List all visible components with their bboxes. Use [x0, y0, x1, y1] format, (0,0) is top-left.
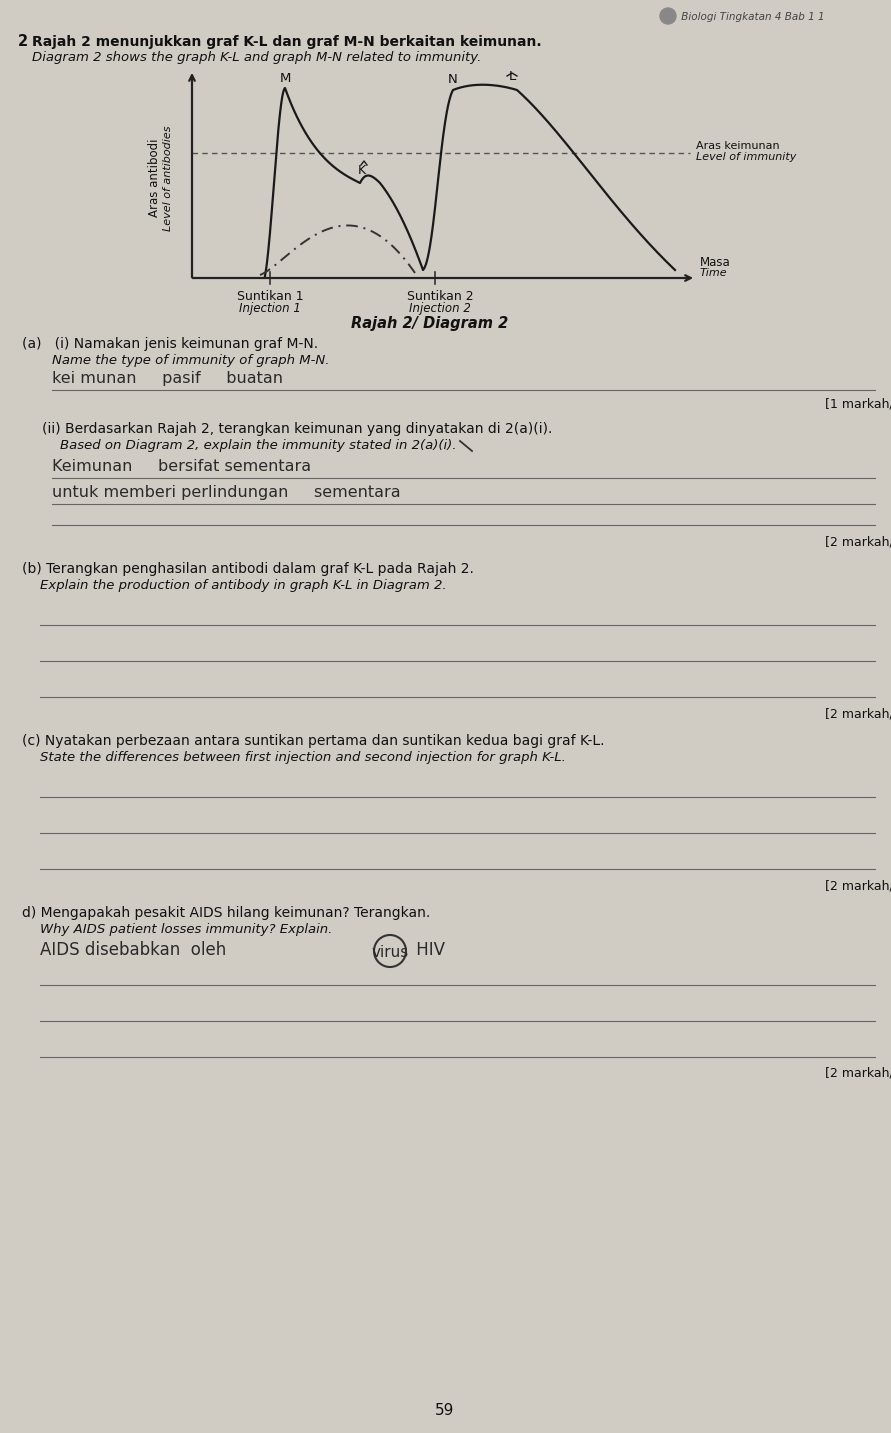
Text: 59: 59	[436, 1403, 454, 1419]
Text: (c) Nyatakan perbezaan antara suntikan pertama dan suntikan kedua bagi graf K-L.: (c) Nyatakan perbezaan antara suntikan p…	[22, 734, 604, 748]
Text: Explain the production of antibody in graph K-L in Diagram 2.: Explain the production of antibody in gr…	[40, 579, 446, 592]
Text: Level of immunity: Level of immunity	[696, 152, 797, 162]
Text: HIV: HIV	[411, 941, 445, 959]
Text: Why AIDS patient losses immunity? Explain.: Why AIDS patient losses immunity? Explai…	[40, 923, 332, 936]
Text: Rajah 2 menunjukkan graf K-L dan graf M-N berkaitan keimunan.: Rajah 2 menunjukkan graf K-L dan graf M-…	[32, 34, 542, 49]
Text: N: N	[448, 73, 458, 86]
Text: K: K	[358, 163, 366, 178]
Text: Injection 2: Injection 2	[409, 302, 471, 315]
Text: virus: virus	[372, 944, 409, 960]
Text: Injection 1: Injection 1	[239, 302, 301, 315]
Text: Aras keimunan: Aras keimunan	[696, 140, 780, 150]
Text: Aras antibodi: Aras antibodi	[149, 139, 161, 218]
Text: Diagram 2 shows the graph K-L and graph M-N related to immunity.: Diagram 2 shows the graph K-L and graph …	[32, 52, 481, 64]
Text: Based on Diagram 2, explain the immunity stated in 2(a)(i).: Based on Diagram 2, explain the immunity…	[60, 438, 456, 451]
Text: (a)   (i) Namakan jenis keimunan graf M-N.: (a) (i) Namakan jenis keimunan graf M-N.	[22, 337, 318, 351]
Text: Masa: Masa	[700, 257, 731, 269]
Text: d) Mengapakah pesakit AIDS hilang keimunan? Terangkan.: d) Mengapakah pesakit AIDS hilang keimun…	[22, 906, 430, 920]
Text: AIDS disebabkan  oleh: AIDS disebabkan oleh	[40, 941, 237, 959]
Text: kei munan     pasif     buatan: kei munan pasif buatan	[52, 371, 283, 385]
Text: [1 markah/ mark: [1 markah/ mark	[825, 397, 891, 410]
Text: Biologi Tingkatan 4 Bab 1 1: Biologi Tingkatan 4 Bab 1 1	[678, 11, 825, 21]
Text: [2 markah/ m: [2 markah/ m	[825, 706, 891, 719]
Text: M: M	[280, 72, 291, 85]
Circle shape	[660, 9, 676, 24]
Text: [2 markah/: [2 markah/	[825, 1068, 891, 1080]
Text: (b) Terangkan penghasilan antibodi dalam graf K-L pada Rajah 2.: (b) Terangkan penghasilan antibodi dalam…	[22, 562, 474, 576]
Text: Keimunan     bersifat sementara: Keimunan bersifat sementara	[52, 459, 311, 474]
Text: [2 markah/ r: [2 markah/ r	[825, 878, 891, 891]
Text: L: L	[509, 70, 516, 83]
Text: [2 markah/ mar: [2 markah/ mar	[825, 535, 891, 547]
Text: Time: Time	[700, 268, 728, 278]
Text: Rajah 2/ Diagram 2: Rajah 2/ Diagram 2	[351, 317, 509, 331]
Text: Name the type of immunity of graph M-N.: Name the type of immunity of graph M-N.	[52, 354, 330, 367]
Text: (ii) Berdasarkan Rajah 2, terangkan keimunan yang dinyatakan di 2(a)(i).: (ii) Berdasarkan Rajah 2, terangkan keim…	[42, 421, 552, 436]
Text: Suntikan 2: Suntikan 2	[406, 289, 473, 302]
Text: Level of antibodies: Level of antibodies	[163, 125, 173, 231]
Text: untuk memberi perlindungan     sementara: untuk memberi perlindungan sementara	[52, 484, 401, 500]
Text: R: R	[665, 16, 671, 24]
Text: Suntikan 1: Suntikan 1	[237, 289, 303, 302]
Text: 2: 2	[18, 34, 29, 49]
Text: State the differences between first injection and second injection for graph K-L: State the differences between first inje…	[40, 751, 566, 764]
